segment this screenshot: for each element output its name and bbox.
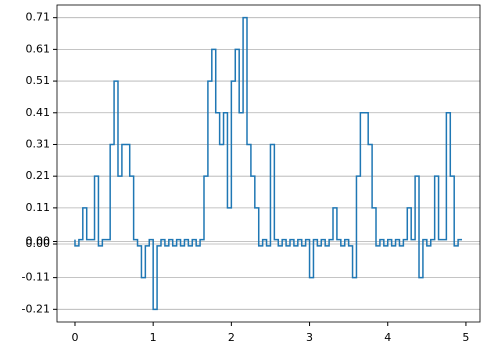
y-tick-label: 0.51 <box>26 74 51 87</box>
plot-frame <box>56 4 481 323</box>
x-tick-label: 1 <box>150 331 157 344</box>
x-tick-label: 0 <box>71 331 78 344</box>
y-tick-label: 0.21 <box>26 169 51 182</box>
x-tick-label: 4 <box>384 331 391 344</box>
y-tick-label: -0.11 <box>22 271 50 284</box>
x-tick-label: 5 <box>462 331 469 344</box>
y-tick-label: 0.61 <box>26 42 51 55</box>
y-tick-label: 0.31 <box>26 137 51 150</box>
x-tick-label: 3 <box>306 331 313 344</box>
y-tick-label: 0.71 <box>26 11 51 24</box>
y-tick-label: -0.21 <box>22 302 50 315</box>
y-tick-label: 0.00 <box>26 234 51 247</box>
y-tick-label: 0.11 <box>26 201 51 214</box>
step-line <box>74 16 463 311</box>
x-tick-label: 2 <box>228 331 235 344</box>
y-tick-label: 0.41 <box>26 106 51 119</box>
y-tick-label: 0.00 <box>26 237 51 250</box>
